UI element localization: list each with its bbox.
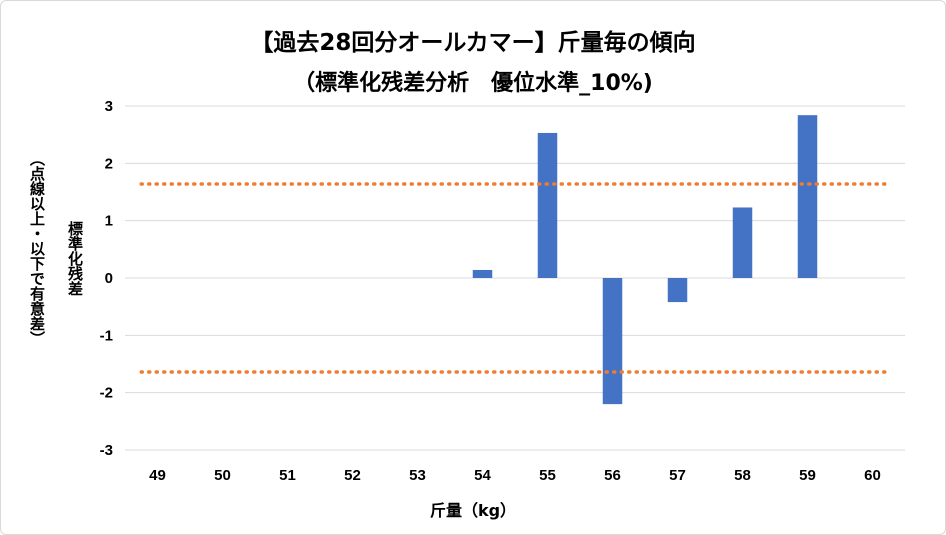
y-tick-label: 0 bbox=[105, 270, 113, 287]
x-tick-label: 60 bbox=[864, 467, 881, 484]
x-tick-label: 59 bbox=[799, 467, 816, 484]
y-tick-label: -2 bbox=[100, 385, 113, 402]
x-tick-label: 53 bbox=[409, 467, 426, 484]
x-tick-label: 52 bbox=[344, 467, 361, 484]
x-tick-label: 58 bbox=[734, 467, 751, 484]
y-tick-label: 2 bbox=[105, 155, 113, 172]
bar bbox=[472, 269, 493, 278]
x-axis-label: 斤量（kg） bbox=[429, 501, 517, 520]
bar bbox=[797, 115, 818, 278]
x-tick-label: 54 bbox=[474, 467, 491, 484]
y-tick-label: 3 bbox=[105, 98, 113, 115]
y-axis-label: 標準化残差 bbox=[66, 221, 84, 296]
y-tick-label: 1 bbox=[105, 213, 113, 230]
x-tick-label: 49 bbox=[149, 467, 166, 484]
bar bbox=[537, 132, 558, 278]
x-tick-label: 56 bbox=[604, 467, 621, 484]
chart-subtitle: （標準化残差分析 優位水準_10%) bbox=[293, 71, 653, 96]
x-tick-label: 57 bbox=[669, 467, 686, 484]
chart-title: 【過去28回分オールカマー】斤量毎の傾向 bbox=[250, 30, 696, 56]
bar bbox=[667, 278, 688, 303]
y-tick-label: -1 bbox=[100, 327, 113, 344]
y-tick-label: -3 bbox=[100, 442, 113, 459]
x-tick-label: 55 bbox=[539, 467, 556, 484]
bar bbox=[732, 207, 753, 278]
x-tick-label: 51 bbox=[279, 467, 296, 484]
x-tick-label: 50 bbox=[214, 467, 231, 484]
y-axis-label-note: （点線以上・以下で有意差） bbox=[28, 151, 46, 346]
y-axis-label-group: 標準化残差 （点線以上・以下で有意差） bbox=[21, 151, 91, 411]
bar bbox=[602, 278, 623, 405]
